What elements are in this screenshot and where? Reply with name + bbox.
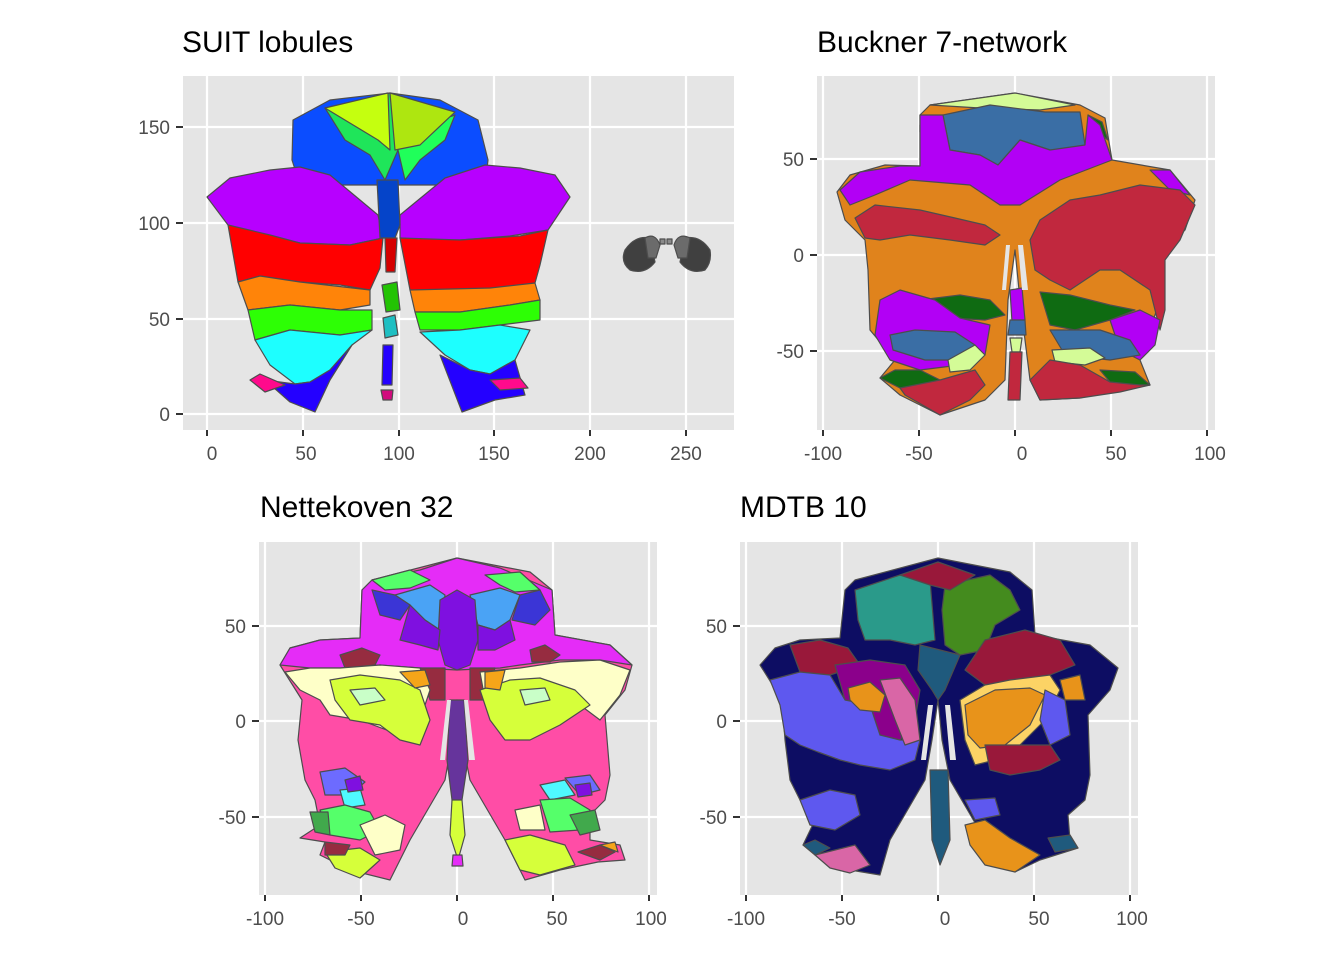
x-tick-label: 150 [478,444,510,465]
y-tick-label: 50 [225,617,246,638]
x-tick-label: 100 [1116,909,1148,930]
x-tick-label: 200 [574,444,606,465]
x-tick-label: 100 [1194,444,1226,465]
cerebellum-flatmap-nettekoven [279,557,633,881]
cerebellum-flatmap-suit [206,92,571,413]
x-axis: -100 -50 0 50 100 [727,895,1148,930]
panel-title: SUIT lobules [182,26,354,59]
y-tick-label: 0 [235,712,246,733]
x-tick-label: 0 [458,909,469,930]
y-axis: 50 0 -50 [777,150,817,363]
plot-area-mdtb: -100 -50 0 50 100 50 0 -50 [700,542,1148,930]
x-axis: -100 -50 0 50 100 [246,895,667,930]
panel-title: Buckner 7-network [817,26,1068,59]
y-axis: 0 50 100 150 [138,118,183,426]
plot-area-nettekoven: -100 -50 0 50 100 50 0 -50 [219,542,667,930]
x-tick-label: 100 [635,909,667,930]
y-tick-label: 0 [159,405,170,426]
x-tick-label: -100 [727,909,765,930]
y-tick-label: 150 [138,118,170,139]
x-tick-label: 100 [383,444,415,465]
plot-area-suit: 0 50 100 150 200 250 0 50 100 150 [138,76,734,465]
x-axis: -100 -50 0 50 100 [804,430,1226,465]
y-tick-label: 50 [706,617,727,638]
x-tick-label: 250 [670,444,702,465]
cerebellum-flatmap-buckner [836,92,1196,416]
x-axis: 0 50 100 150 200 250 [206,430,702,465]
inset-grey-map [622,235,712,272]
plot-area-buckner: -100 -50 0 50 100 50 0 -50 [777,76,1226,465]
x-tick-label: 50 [546,909,567,930]
x-tick-label: 0 [1017,444,1028,465]
y-tick-label: 50 [783,150,804,171]
x-tick-label: 0 [207,444,218,465]
y-tick-label: 0 [716,712,727,733]
x-tick-label: -100 [804,444,842,465]
x-tick-label: 50 [1028,909,1049,930]
y-tick-label: 50 [149,310,170,331]
x-tick-label: 0 [940,909,951,930]
cerebellum-flatmap-mdtb [759,557,1119,876]
panel-title: Nettekoven 32 [260,491,454,524]
x-tick-label: -50 [347,909,374,930]
x-tick-label: -100 [246,909,284,930]
y-tick-label: -50 [777,342,804,363]
x-tick-label: -50 [828,909,855,930]
x-tick-label: -50 [905,444,932,465]
x-tick-label: 50 [295,444,316,465]
y-tick-label: -50 [219,808,246,829]
y-tick-label: 100 [138,214,170,235]
x-tick-label: 50 [1105,444,1126,465]
y-axis: 50 0 -50 [700,617,740,829]
y-tick-label: 0 [793,246,804,267]
y-tick-label: -50 [700,808,727,829]
panel-title: MDTB 10 [740,491,867,524]
y-axis: 50 0 -50 [219,617,259,829]
